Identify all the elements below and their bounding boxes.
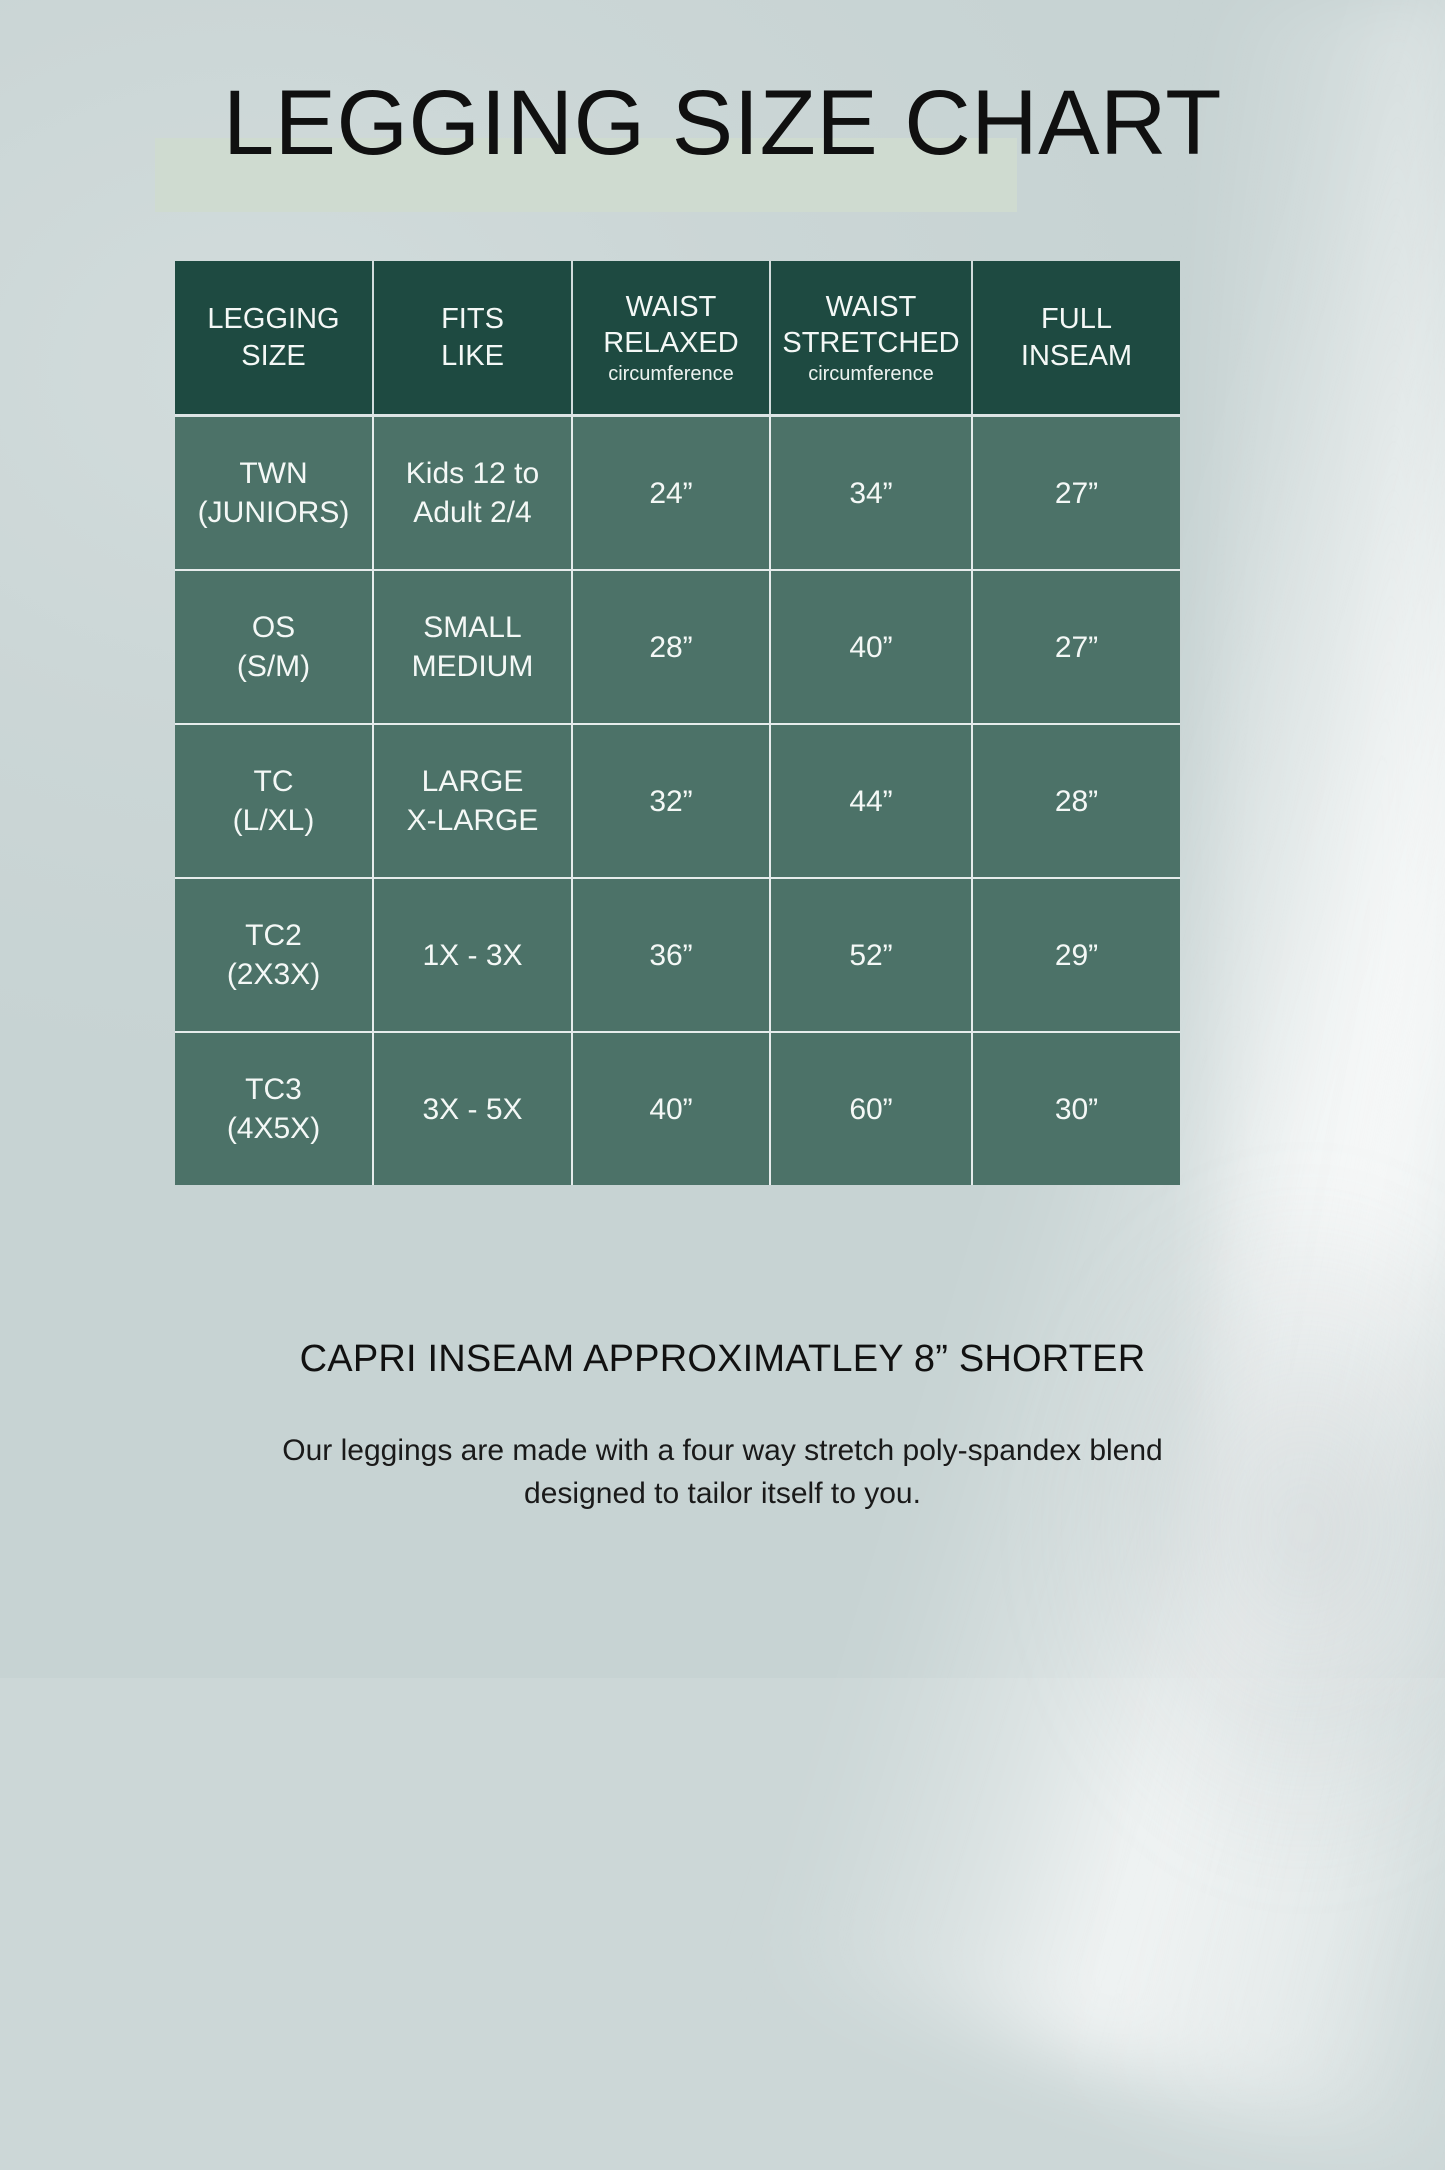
cell-full-inseam: 30” — [972, 1031, 1180, 1185]
cell-fits-like: Kids 12 to Adult 2/4 — [373, 414, 573, 570]
cell-waist-stretched: 34” — [770, 414, 973, 570]
size-detail: (4X5X) — [226, 1112, 321, 1145]
cell-full-inseam: 28” — [972, 723, 1180, 878]
page-content: LEGGING SIZE CHART LEGGING SIZE FITS LIK… — [0, 72, 1445, 1515]
fabric-blend-note: Our leggings are made with a four way st… — [0, 1430, 1445, 1515]
cell-fits-like: 3X - 5X — [373, 1031, 573, 1185]
table-row: TWN (JUNIORS) Kids 12 to Adult 2/4 24” 3… — [175, 414, 1180, 570]
cell-waist-relaxed: 36” — [572, 877, 771, 1032]
table-row: OS (S/M) SMALL MEDIUM 28” 40” 27” — [175, 569, 1180, 724]
fits-line-1: Kids 12 to — [405, 457, 540, 490]
fits-line-1: 1X - 3X — [422, 938, 523, 972]
fits-line-2: X-LARGE — [406, 804, 539, 837]
cell-full-inseam: 29” — [972, 877, 1180, 1032]
cell-waist-stretched: 40” — [770, 569, 973, 724]
table-row: TC (L/XL) LARGE X-LARGE 32” 44” 28” — [175, 723, 1180, 878]
table-body: TWN (JUNIORS) Kids 12 to Adult 2/4 24” 3… — [175, 414, 1180, 1185]
fabric-blend-line-2: designed to tailor itself to you. — [524, 1476, 921, 1510]
fits-line-1: SMALL — [423, 611, 522, 644]
size-code: TC2 — [245, 919, 302, 952]
size-detail: (S/M) — [236, 650, 311, 683]
header-line-1: FULL — [1041, 303, 1112, 336]
legging-size-table: LEGGING SIZE FITS LIKE WAIST RELAXED cir… — [175, 261, 1180, 1185]
table-row: TC3 (4X5X) 3X - 5X 40” 60” 30” — [175, 1031, 1180, 1185]
header-line-1: LEGGING — [207, 303, 340, 336]
cell-fits-like: LARGE X-LARGE — [373, 723, 573, 878]
size-code: TC3 — [245, 1073, 302, 1106]
table-header-row: LEGGING SIZE FITS LIKE WAIST RELAXED cir… — [175, 261, 1180, 416]
cell-waist-stretched: 44” — [770, 723, 973, 878]
cell-legging-size: TWN (JUNIORS) — [175, 414, 374, 570]
title-highlight-bar — [155, 138, 1017, 212]
column-header-legging-size: LEGGING SIZE — [175, 261, 374, 416]
cell-waist-relaxed: 24” — [572, 414, 771, 570]
column-header-full-inseam: FULL INSEAM — [972, 261, 1180, 416]
size-code: TWN — [239, 457, 308, 490]
table-row: TC2 (2X3X) 1X - 3X 36” 52” 29” — [175, 877, 1180, 1032]
fits-line-2: MEDIUM — [411, 650, 534, 683]
capri-inseam-note: CAPRI INSEAM APPROXIMATLEY 8” SHORTER — [299, 1338, 1146, 1380]
header-subtext: circumference — [808, 363, 934, 386]
size-detail: (L/XL) — [232, 804, 315, 837]
header-line-2: RELAXED — [603, 327, 739, 359]
column-header-fits-like: FITS LIKE — [373, 261, 573, 416]
header-line-2: SIZE — [241, 339, 306, 372]
cell-legging-size: TC2 (2X3X) — [175, 877, 374, 1032]
size-detail: (2X3X) — [226, 958, 321, 991]
header-subtext: circumference — [608, 363, 734, 386]
header-line-1: FITS — [441, 303, 504, 336]
title-block: LEGGING SIZE CHART — [0, 72, 1445, 232]
cell-full-inseam: 27” — [972, 569, 1180, 724]
cell-waist-relaxed: 28” — [572, 569, 771, 724]
fits-line-2: Adult 2/4 — [413, 496, 532, 529]
size-code: OS — [251, 611, 296, 644]
cell-legging-size: TC3 (4X5X) — [175, 1031, 374, 1185]
cell-legging-size: TC (L/XL) — [175, 723, 374, 878]
cell-fits-like: 1X - 3X — [373, 877, 573, 1032]
table-header: LEGGING SIZE FITS LIKE WAIST RELAXED cir… — [175, 261, 1180, 416]
background-right-edge-glow — [1215, 0, 1445, 1678]
cell-waist-stretched: 52” — [770, 877, 973, 1032]
header-line-1: WAIST — [825, 290, 917, 323]
cell-waist-relaxed: 40” — [572, 1031, 771, 1185]
cell-waist-relaxed: 32” — [572, 723, 771, 878]
fits-line-1: 3X - 5X — [422, 1092, 523, 1126]
cell-full-inseam: 27” — [972, 414, 1180, 570]
column-header-waist-relaxed: WAIST RELAXED circumference — [572, 261, 771, 416]
fits-line-1: LARGE — [421, 765, 524, 798]
page-title: LEGGING SIZE CHART — [222, 72, 1223, 174]
header-line-2: STRETCHED — [782, 327, 960, 359]
fabric-blend-line-1: Our leggings are made with a four way st… — [282, 1434, 1163, 1467]
cell-fits-like: SMALL MEDIUM — [373, 569, 573, 724]
header-line-2: LIKE — [441, 339, 504, 372]
cell-legging-size: OS (S/M) — [175, 569, 374, 724]
cell-waist-stretched: 60” — [770, 1031, 973, 1185]
column-header-waist-stretched: WAIST STRETCHED circumference — [770, 261, 973, 416]
size-detail: (JUNIORS) — [197, 496, 350, 529]
header-line-2: INSEAM — [1020, 339, 1133, 372]
size-code: TC — [253, 765, 294, 798]
header-line-1: WAIST — [625, 290, 717, 323]
